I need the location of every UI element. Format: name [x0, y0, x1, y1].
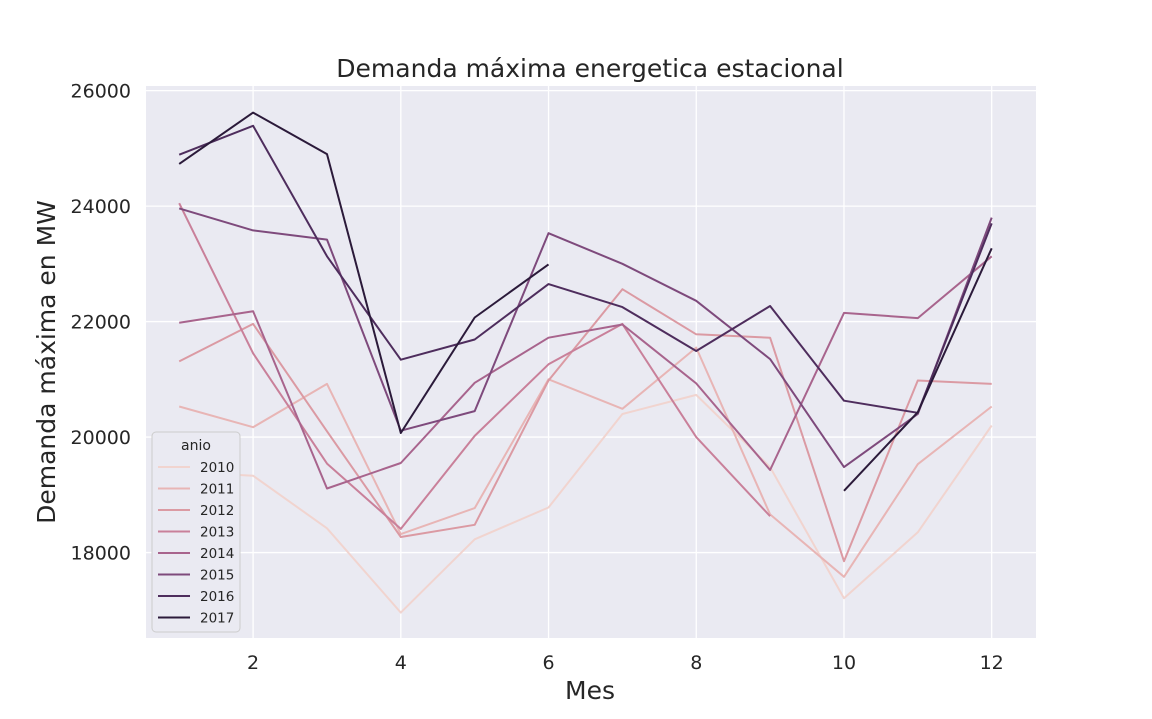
- series-lines: [178, 111, 993, 614]
- legend-label-2014: 2014: [200, 546, 234, 562]
- legend-label-2012: 2012: [200, 503, 234, 519]
- grid-lines: [146, 86, 1036, 638]
- legend-label-2016: 2016: [200, 589, 234, 605]
- legend-label-2011: 2011: [200, 482, 234, 498]
- series-line-2016: [178, 124, 993, 414]
- y-tick-labels: 18000 20000 22000 24000 26000: [71, 81, 131, 565]
- x-axis-label: Mes: [565, 676, 615, 705]
- series-line-2013: [178, 202, 771, 530]
- legend-box: [151, 431, 241, 633]
- x-tick-label: 2: [247, 652, 259, 674]
- x-tick-label: 10: [832, 652, 856, 674]
- series-line-2014: [179, 255, 993, 490]
- x-tick-label: 4: [395, 652, 407, 674]
- x-tick-labels: 2 4 6 8 10 12: [247, 652, 1004, 674]
- series-line-2017: [178, 111, 550, 434]
- plot-background: [146, 86, 1036, 638]
- legend-title: anio: [181, 438, 211, 454]
- series-line-2010: [179, 393, 993, 614]
- legend-label-2010: 2010: [200, 460, 234, 476]
- series-line-2011: [178, 346, 993, 578]
- y-tick-label: 24000: [71, 196, 131, 218]
- x-tick-label: 12: [980, 652, 1004, 674]
- legend-label-2015: 2015: [200, 568, 234, 584]
- y-axis-label: Demanda máxima en MW: [32, 200, 61, 524]
- series-line-2017: [843, 247, 993, 492]
- y-tick-label: 20000: [71, 427, 131, 449]
- x-tick-label: 8: [690, 652, 702, 674]
- legend-label-2017: 2017: [200, 611, 234, 627]
- series-line-2012: [178, 288, 992, 563]
- y-tick-label: 26000: [71, 81, 131, 103]
- x-tick-label: 6: [542, 652, 554, 674]
- legend-label-2013: 2013: [200, 525, 234, 541]
- chart-title: Demanda máxima energetica estacional: [336, 54, 843, 83]
- y-tick-label: 18000: [71, 543, 131, 565]
- y-tick-label: 22000: [71, 312, 131, 334]
- legend: anio 2010 2011 2012 2013 2014 2015 2016 2017: [151, 431, 241, 633]
- series-line-2015: [178, 207, 993, 469]
- legend-items: 2010 2011 2012 2013 2014 2015 2016 2017: [158, 460, 234, 627]
